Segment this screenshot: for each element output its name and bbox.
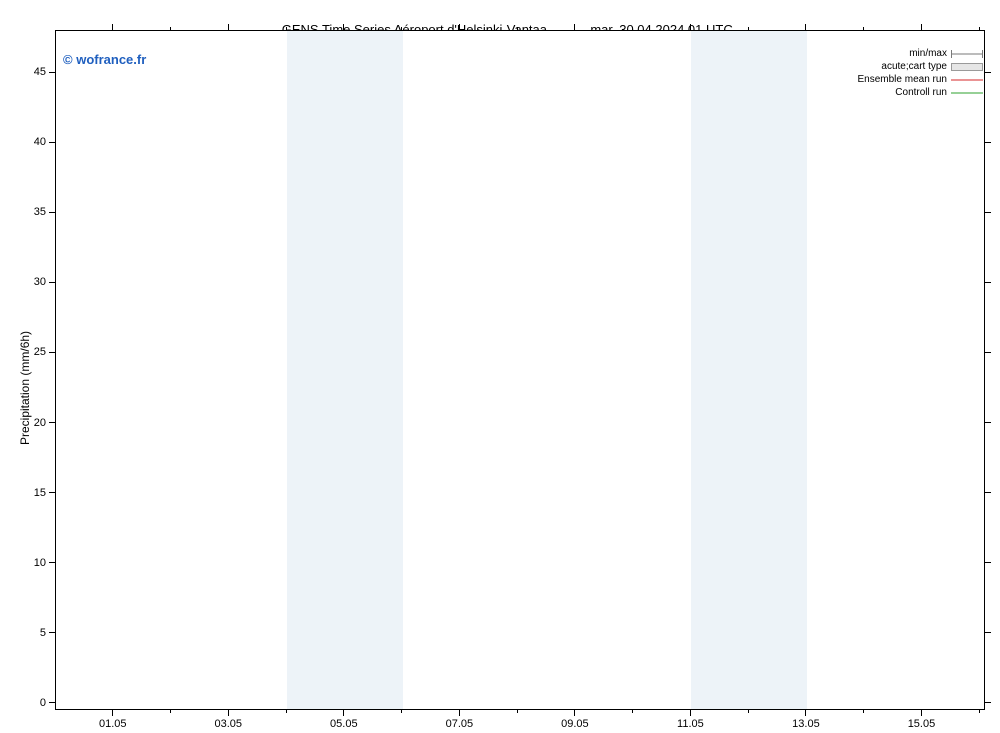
x-minor-tick <box>863 27 864 30</box>
x-tick <box>459 24 460 30</box>
x-tick <box>921 710 922 716</box>
y-tick-label: 25 <box>34 346 46 358</box>
legend-item: acute;cart type <box>858 60 984 73</box>
x-tick <box>690 24 691 30</box>
x-minor-tick <box>517 27 518 30</box>
x-minor-tick <box>286 710 287 713</box>
y-tick <box>49 422 55 423</box>
copyright-icon: © <box>63 52 76 67</box>
y-tick-label: 45 <box>34 66 46 78</box>
y-tick <box>985 562 991 563</box>
y-tick <box>49 282 55 283</box>
weekend-band <box>345 31 403 709</box>
y-tick-label: 40 <box>34 136 46 148</box>
x-minor-tick <box>748 710 749 713</box>
y-tick <box>49 492 55 493</box>
x-tick-label: 15.05 <box>908 718 936 730</box>
x-tick <box>574 24 575 30</box>
legend-label: Controll run <box>895 86 947 99</box>
x-minor-tick <box>863 710 864 713</box>
x-tick-label: 09.05 <box>561 718 589 730</box>
x-tick <box>228 24 229 30</box>
x-tick-label: 07.05 <box>446 718 474 730</box>
legend-item: min/max <box>858 47 984 60</box>
y-tick <box>985 72 991 73</box>
x-minor-tick <box>979 27 980 30</box>
y-tick-label: 20 <box>34 417 46 429</box>
x-tick <box>574 710 575 716</box>
y-tick <box>49 562 55 563</box>
weekend-band <box>287 31 345 709</box>
legend-sample <box>951 61 983 73</box>
weekend-band <box>691 31 749 709</box>
x-tick <box>805 710 806 716</box>
x-tick <box>343 710 344 716</box>
y-tick <box>985 702 991 703</box>
y-tick <box>985 282 991 283</box>
x-minor-tick <box>401 27 402 30</box>
x-tick <box>343 24 344 30</box>
legend-sample <box>951 74 983 86</box>
y-axis-label: Precipitation (mm/6h) <box>18 331 32 445</box>
x-tick <box>459 710 460 716</box>
y-tick <box>985 492 991 493</box>
x-tick-label: 03.05 <box>215 718 243 730</box>
legend-label: Ensemble mean run <box>858 73 948 86</box>
x-tick-label: 05.05 <box>330 718 358 730</box>
y-tick <box>49 702 55 703</box>
y-tick <box>49 142 55 143</box>
x-tick <box>921 24 922 30</box>
y-tick <box>985 422 991 423</box>
y-tick <box>985 142 991 143</box>
plot-area <box>55 30 985 710</box>
y-tick <box>985 212 991 213</box>
x-minor-tick <box>632 710 633 713</box>
x-minor-tick <box>517 710 518 713</box>
legend-label: min/max <box>909 47 947 60</box>
x-minor-tick <box>632 27 633 30</box>
y-tick-label: 30 <box>34 276 46 288</box>
x-tick-label: 01.05 <box>99 718 127 730</box>
y-tick <box>49 632 55 633</box>
x-minor-tick <box>170 710 171 713</box>
y-tick-label: 15 <box>34 487 46 499</box>
x-tick <box>805 24 806 30</box>
legend-sample <box>951 87 983 99</box>
x-tick-label: 11.05 <box>677 718 704 730</box>
y-tick-label: 5 <box>40 627 46 639</box>
watermark: © wofrance.fr <box>63 52 146 67</box>
x-minor-tick <box>748 27 749 30</box>
y-tick-label: 10 <box>34 557 46 569</box>
y-tick <box>985 632 991 633</box>
y-tick <box>49 72 55 73</box>
y-tick-label: 35 <box>34 206 46 218</box>
x-minor-tick <box>979 710 980 713</box>
x-minor-tick <box>170 27 171 30</box>
x-minor-tick <box>401 710 402 713</box>
y-tick <box>985 352 991 353</box>
weekend-band <box>749 31 807 709</box>
x-tick <box>228 710 229 716</box>
legend-sample <box>951 48 983 60</box>
legend-item: Controll run <box>858 86 984 99</box>
y-tick-label: 0 <box>40 697 46 709</box>
legend-item: Ensemble mean run <box>858 73 984 86</box>
x-tick <box>112 24 113 30</box>
x-tick <box>690 710 691 716</box>
watermark-text: wofrance.fr <box>76 52 146 67</box>
y-tick <box>49 352 55 353</box>
y-tick <box>49 212 55 213</box>
legend-label: acute;cart type <box>881 60 947 73</box>
x-tick <box>112 710 113 716</box>
x-minor-tick <box>286 27 287 30</box>
x-tick-label: 13.05 <box>792 718 820 730</box>
chart-container: GENS Time Series Aéroport d'Helsinki-Van… <box>0 0 1000 733</box>
legend: min/maxacute;cart typeEnsemble mean runC… <box>858 47 984 99</box>
